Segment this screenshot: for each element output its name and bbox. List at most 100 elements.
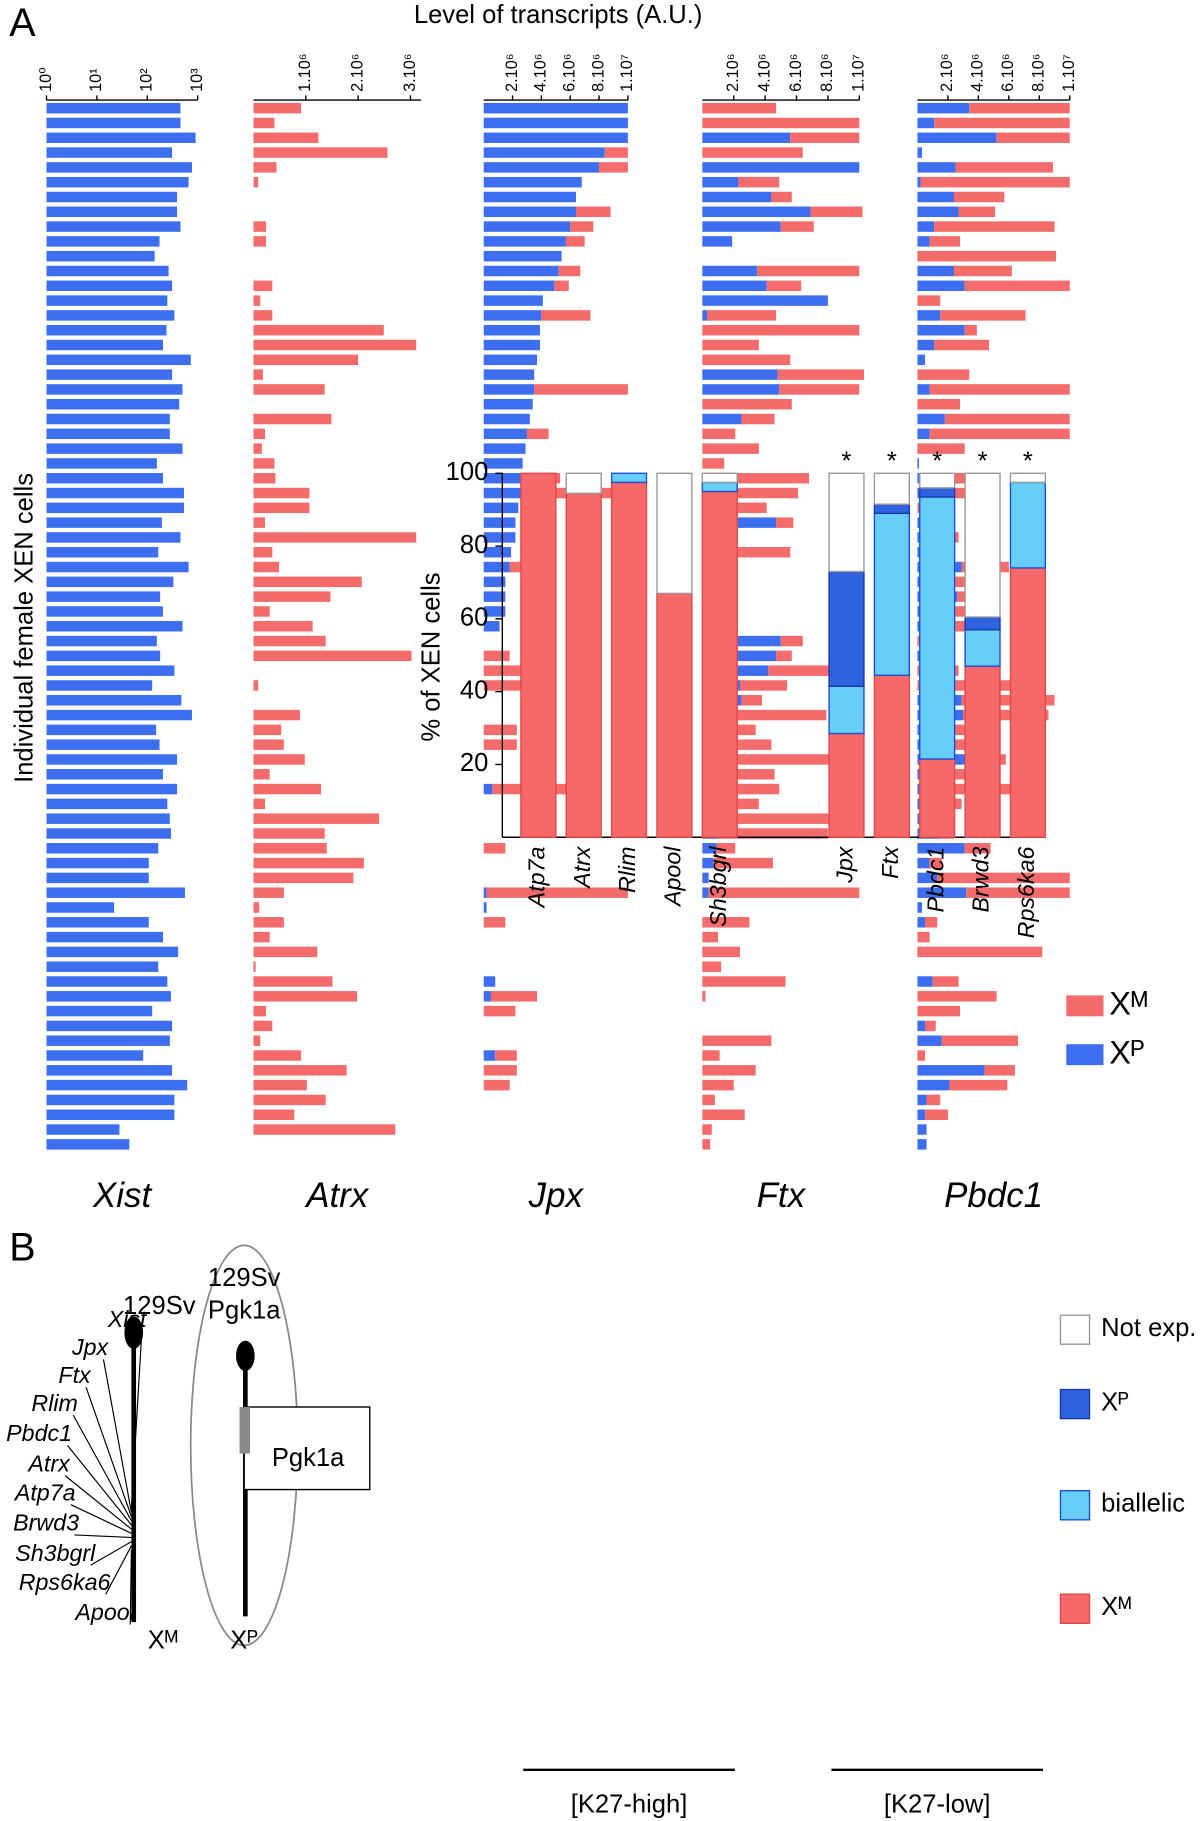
panel-label: B <box>9 1225 35 1269</box>
bar <box>46 502 184 514</box>
bar-segment <box>917 783 921 795</box>
bar-segment <box>917 206 959 218</box>
bar <box>253 872 354 884</box>
bar-segment <box>917 1035 942 1046</box>
bar-segment <box>946 576 968 588</box>
bar-segment <box>702 369 778 380</box>
bar-segment <box>780 221 814 232</box>
bar-segment <box>483 976 496 987</box>
bar <box>253 754 305 765</box>
bar <box>253 1005 267 1017</box>
bar-segment <box>810 206 863 218</box>
bar-segment <box>702 310 708 321</box>
bar <box>46 724 157 736</box>
bar <box>46 1109 175 1120</box>
bar <box>46 310 175 321</box>
bar-segment <box>940 310 1026 321</box>
bar <box>46 147 173 158</box>
bar-segment <box>483 162 600 173</box>
bar-segment <box>964 629 1001 667</box>
bar-segment <box>917 1005 961 1017</box>
gene-leader <box>85 1387 132 1517</box>
bar-segment <box>483 739 517 750</box>
bar-segment <box>483 1079 510 1091</box>
x-tick-label: 4.10⁶ <box>969 54 987 92</box>
bar-segment <box>735 724 756 736</box>
bar-segment <box>917 117 935 129</box>
bar <box>46 961 159 972</box>
x-tick-label: 10⁰ <box>37 67 55 92</box>
bar <box>46 428 170 440</box>
significance-mark: * <box>978 448 988 476</box>
category-label: Rps6ka6 <box>1013 846 1039 938</box>
legend-swatch <box>1059 1314 1091 1345</box>
bar-segment <box>716 843 736 854</box>
bar-segment <box>702 1035 772 1046</box>
bar-segment <box>949 1079 1008 1091</box>
bar-segment <box>917 250 1057 262</box>
bar <box>46 384 183 395</box>
bar <box>46 487 184 499</box>
gene-label: Rps6ka6 <box>19 1569 111 1595</box>
bar <box>46 1035 170 1046</box>
bar <box>46 991 171 1002</box>
gene-leader <box>64 1475 132 1530</box>
bar <box>253 887 284 898</box>
bar-segment <box>732 709 827 721</box>
gene-title: Jpx <box>528 1176 585 1215</box>
centromere <box>124 1316 144 1349</box>
bar <box>46 739 160 750</box>
bar-segment <box>957 591 971 602</box>
bar <box>46 902 115 913</box>
bar <box>46 339 163 351</box>
bar-segment <box>483 117 628 129</box>
category-label: Sh3bgrl <box>705 846 731 927</box>
gene-label: Sh3bgrl <box>15 1540 96 1566</box>
bar-segment <box>941 1035 1018 1046</box>
bar <box>253 961 256 972</box>
bar-segment <box>520 472 557 838</box>
bar-segment <box>958 206 996 218</box>
bar-segment <box>702 339 759 351</box>
bar <box>46 769 163 780</box>
bar-segment <box>919 758 956 838</box>
bar-segment <box>964 280 1070 292</box>
bar-segment <box>732 739 772 750</box>
bar-segment <box>873 503 910 515</box>
category-label: Rlim <box>614 847 640 894</box>
bar-segment <box>702 887 709 898</box>
bar-segment <box>702 1109 745 1120</box>
bar-segment <box>483 547 512 558</box>
bar-segment <box>483 843 506 854</box>
category-label: Jpx <box>832 845 858 884</box>
bar-segment <box>702 413 742 425</box>
x-tick-label: 1.10⁶ <box>296 54 314 92</box>
bar-segment <box>917 413 945 425</box>
category-label: Ftx <box>877 845 903 879</box>
bar-segment <box>554 280 569 292</box>
bar-segment <box>917 1094 927 1106</box>
bar-segment <box>919 496 956 760</box>
x-tick-label: 8.10⁶ <box>1030 54 1048 92</box>
gene-title: Atrx <box>304 1176 370 1215</box>
gene-title: Ftx <box>757 1176 807 1215</box>
bar-segment <box>656 472 693 595</box>
bar-segment <box>917 443 965 454</box>
bar-segment <box>917 369 970 380</box>
bar-segment <box>954 487 971 499</box>
bar <box>46 398 180 410</box>
bar <box>46 813 170 824</box>
bar <box>253 428 265 440</box>
bar-segment <box>483 724 517 736</box>
bar-segment <box>483 339 540 351</box>
bar <box>253 843 327 854</box>
bar-segment <box>702 265 758 277</box>
bar-segment <box>963 709 1049 721</box>
bar-segment <box>917 324 965 336</box>
bar-segment <box>702 117 860 129</box>
bar-segment <box>917 1124 927 1135</box>
bar-segment <box>917 147 923 158</box>
bar-segment <box>917 650 921 662</box>
x-tick-label: 10³ <box>188 68 206 92</box>
bar-segment <box>828 732 865 838</box>
